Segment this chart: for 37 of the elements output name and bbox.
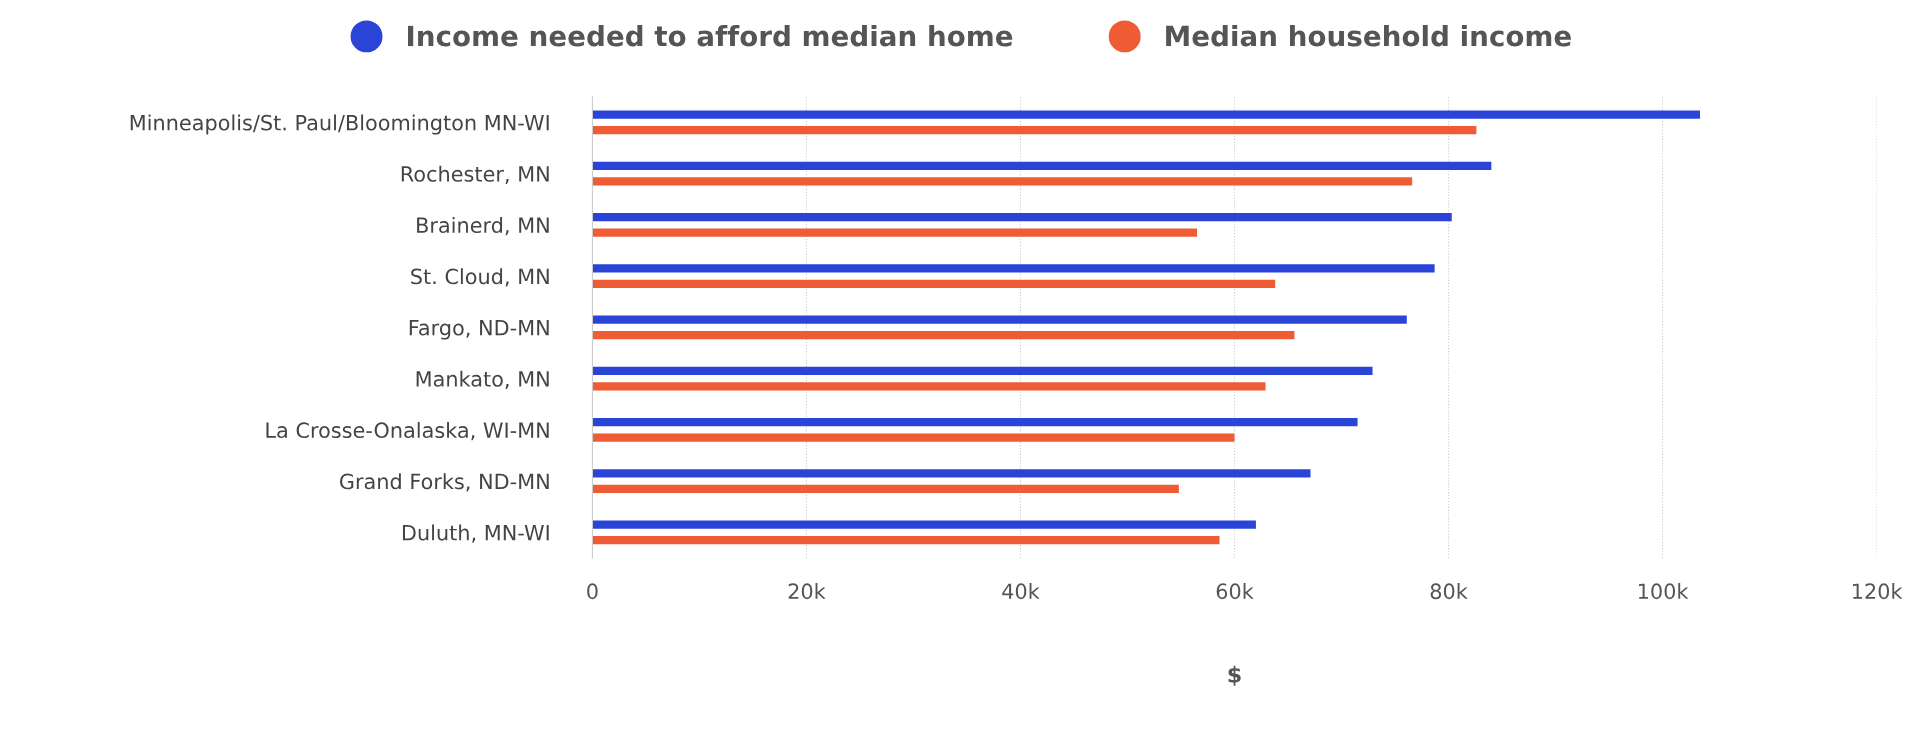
bar	[592, 177, 1413, 186]
bar	[592, 418, 1358, 427]
y-tick-label: Fargo, ND-MN	[409, 320, 549, 340]
bar	[592, 433, 1235, 442]
x-tick-label: 20k	[788, 583, 826, 600]
bar	[592, 264, 1435, 273]
bar	[592, 125, 1477, 135]
x-axis-title: $	[1228, 665, 1241, 686]
y-tick-label: St. Cloud, MN	[411, 268, 549, 287]
y-tick-label: Mankato, MN	[416, 370, 549, 389]
bar	[592, 279, 1276, 288]
y-tick-label: Minneapolis/St. Paul/Bloomington MN-WI	[130, 114, 549, 135]
bar	[592, 330, 1295, 340]
y-tick-label: Rochester, MN	[401, 165, 549, 184]
bar	[592, 315, 1407, 324]
bar	[592, 110, 1701, 119]
y-tick-label: Brainerd, MN	[417, 216, 549, 236]
bar	[592, 520, 1256, 529]
x-tick-label: 40k	[1002, 583, 1040, 600]
x-tick-label: 120k	[1852, 583, 1903, 600]
legend-label: Income needed to afford median home	[407, 25, 1013, 47]
bar	[592, 213, 1452, 222]
bar	[592, 366, 1373, 376]
bar	[592, 469, 1311, 478]
x-tick-label: 80k	[1430, 583, 1468, 600]
y-tick-label: Duluth, MN-WI	[402, 524, 549, 543]
x-tick-label: 100k	[1638, 583, 1689, 600]
legend-label: Median household income	[1166, 25, 1571, 47]
x-tick-label: 0	[587, 583, 598, 600]
bar	[592, 161, 1492, 171]
bar	[592, 535, 1220, 545]
x-tick-label: 60k	[1216, 583, 1254, 600]
bar	[592, 484, 1179, 493]
bar	[592, 228, 1198, 237]
bar	[592, 382, 1266, 391]
y-tick-label: Grand Forks, ND-MN	[339, 473, 549, 492]
y-tick-label: La Crosse-Onalaska, WI-MN	[266, 421, 549, 441]
